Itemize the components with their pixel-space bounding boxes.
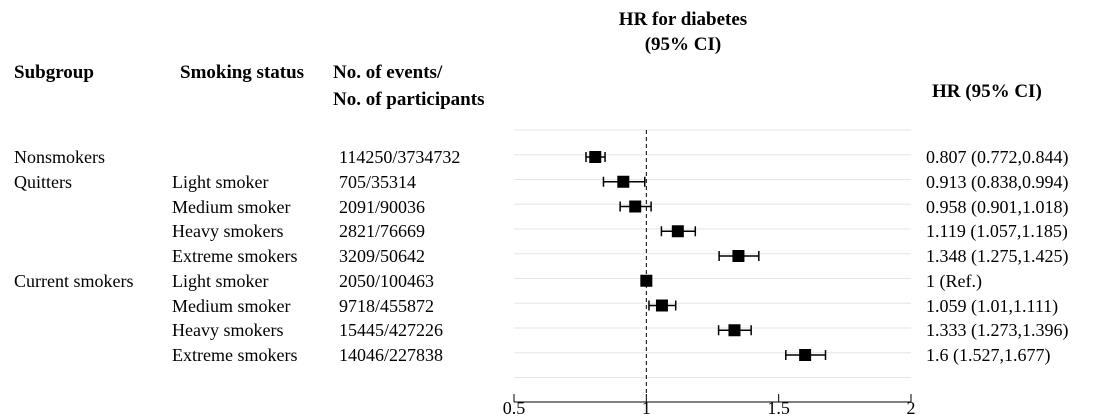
events-cell: 114250/3734732 xyxy=(339,147,461,167)
smoking-status-cell: Extreme smokers xyxy=(172,246,298,266)
hr-marker xyxy=(671,225,684,238)
hr-marker xyxy=(732,250,745,262)
events-cell: 2050/100463 xyxy=(339,270,435,291)
events-cell: 3209/50642 xyxy=(339,246,426,266)
events-header-line1: No. of events/ xyxy=(333,62,443,83)
events-cell: 2091/90036 xyxy=(339,196,426,217)
hr-ci-cell: 1 (Ref.) xyxy=(926,270,982,291)
smoking-status-cell: Light smoker xyxy=(172,171,269,192)
smoking-status-cell: Heavy smokers xyxy=(172,320,284,341)
grid-lines xyxy=(514,129,911,378)
hr-marker xyxy=(617,175,630,188)
hr-marker xyxy=(799,349,812,361)
events-header-line2: No. of participants xyxy=(333,89,485,110)
smoking-status-cell: Medium smoker xyxy=(172,196,291,217)
events-cell: 15445/427226 xyxy=(339,320,444,341)
hr-marker xyxy=(640,274,653,287)
hr-marker xyxy=(629,200,642,213)
smoking-status-cell: Medium smoker xyxy=(172,295,291,316)
x-tick-label: 1 xyxy=(642,398,651,416)
hr-ci-cell: 1.119 (1.057,1.185) xyxy=(926,221,1068,242)
hr-marker xyxy=(655,299,668,312)
hr-ci-cell: 0.807 (0.772,0.844) xyxy=(926,147,1069,167)
plot-title-line1: HR for diabetes xyxy=(618,9,748,30)
hr-ci-cell: 0.958 (0.901,1.018) xyxy=(926,196,1069,217)
smoking-status-cell: Light smoker xyxy=(172,270,269,291)
x-tick-label: 1.5 xyxy=(767,398,790,416)
subgroup-header: Subgroup xyxy=(14,62,94,83)
hr-ci-cell: 1.348 (1.275,1.425) xyxy=(926,246,1069,266)
subgroup-cell: Nonsmokers xyxy=(14,147,105,167)
hr-ci-cell: 1.6 (1.527,1.677) xyxy=(926,345,1051,365)
subgroup-cell: Quitters xyxy=(14,171,72,192)
hr-ci-cell: 1.333 (1.273,1.396) xyxy=(926,320,1069,341)
forest-marks xyxy=(585,151,827,361)
hr-ci-cell: 0.913 (0.838,0.994) xyxy=(926,171,1069,192)
events-cell: 14046/227838 xyxy=(339,345,444,365)
hr-marker xyxy=(728,324,741,337)
hr-ci-cell: 1.059 (1.01,1.111) xyxy=(926,295,1059,316)
events-cell: 2821/76669 xyxy=(339,221,426,242)
events-cell: 9718/455872 xyxy=(339,295,435,316)
hr-ci-header: HR (95% CI) xyxy=(932,81,1042,102)
x-tick-label: 0.5 xyxy=(503,398,526,416)
hr-marker xyxy=(589,151,602,163)
events-cell: 705/35314 xyxy=(339,171,417,192)
smoking-status-header: Smoking status xyxy=(180,62,305,83)
x-axis-ticks: 0.5 1 1.5 2 xyxy=(503,394,916,416)
smoking-status-cell: Extreme smokers xyxy=(172,345,298,365)
x-tick-label: 2 xyxy=(907,398,916,416)
subgroup-cell: Current smokers xyxy=(14,270,134,291)
smoking-status-cell: Heavy smokers xyxy=(172,221,284,242)
plot-title-line2: (95% CI) xyxy=(644,34,722,55)
